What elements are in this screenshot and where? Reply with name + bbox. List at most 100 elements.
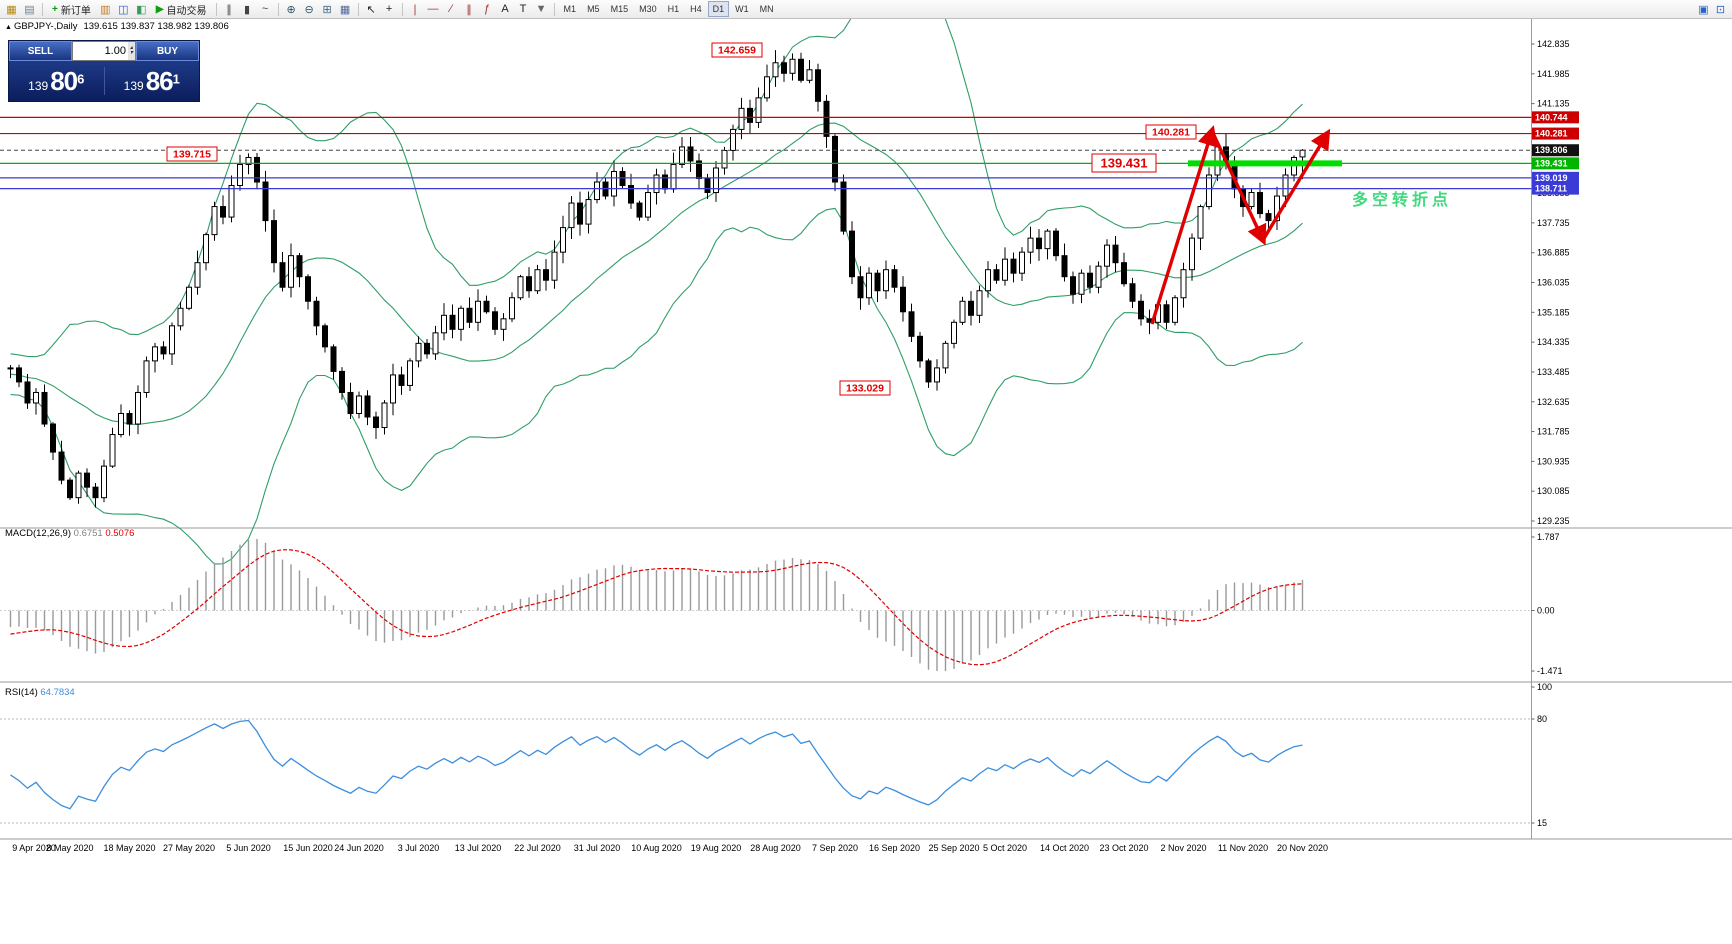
navigator-icon[interactable]: ◧	[136, 3, 147, 16]
svg-text:24 Jun 2020: 24 Jun 2020	[334, 843, 384, 853]
chart-ohlc-header: ▲ GBPJPY-,Daily 139.615 139.837 138.982 13…	[5, 21, 229, 32]
svg-text:139.431: 139.431	[1101, 156, 1148, 171]
bar-chart-icon[interactable]: ∥	[226, 3, 232, 16]
svg-text:139.806: 139.806	[1535, 145, 1568, 155]
timeframe-m5[interactable]: M5	[587, 4, 600, 14]
svg-text:140.281: 140.281	[1535, 129, 1568, 139]
svg-text:136.035: 136.035	[1537, 278, 1570, 288]
volume-down-icon[interactable]: ▾	[129, 50, 133, 56]
svg-text:27 May 2020: 27 May 2020	[163, 843, 215, 853]
svg-text:138.711: 138.711	[1535, 184, 1567, 194]
svg-text:140.281: 140.281	[1152, 127, 1190, 139]
volume-stepper[interactable]: ▴ ▾	[127, 42, 135, 60]
svg-text:137.735: 137.735	[1537, 218, 1570, 228]
svg-text:16 Sep 2020: 16 Sep 2020	[869, 843, 920, 853]
volume-input[interactable]: 1.00 ▴ ▾	[72, 41, 136, 61]
zoom-in-icon[interactable]: ⊕	[286, 3, 296, 16]
buy-button[interactable]: BUY	[136, 41, 199, 61]
crosshair-icon[interactable]: +	[385, 3, 393, 15]
svg-text:15 Jun 2020: 15 Jun 2020	[283, 843, 333, 853]
new-order-icon: +	[52, 3, 58, 15]
svg-text:11 Nov 2020: 11 Nov 2020	[1218, 843, 1268, 853]
profiles-icon[interactable]: ▤	[24, 3, 35, 16]
timeframe-h4[interactable]: H4	[690, 4, 702, 14]
trendline-icon[interactable]: ∕	[450, 3, 452, 15]
turning-point-note: 多空转折点	[1352, 190, 1452, 209]
new-order-button[interactable]: + 新订单	[52, 3, 91, 17]
svg-text:139.715: 139.715	[173, 149, 211, 161]
bb-lower	[10, 207, 1303, 565]
horizontal-levels	[0, 116, 1532, 190]
bollinger-bands	[10, 19, 1303, 565]
line-chart-icon[interactable]: ~	[261, 3, 269, 15]
horizontal-line-icon[interactable]: —	[427, 3, 439, 15]
svg-text:28 Aug 2020: 28 Aug 2020	[750, 843, 801, 853]
zoom-out-icon[interactable]: ⊖	[304, 3, 314, 16]
autotrading-button[interactable]: ▶ 自动交易	[155, 3, 207, 17]
text-icon[interactable]: A	[501, 3, 509, 15]
svg-text:20 Nov 2020: 20 Nov 2020	[1277, 843, 1328, 853]
new-chart-icon[interactable]: ▦	[6, 3, 17, 16]
svg-text:100: 100	[1537, 682, 1552, 692]
timeframe-m30[interactable]: M30	[639, 4, 657, 14]
shapes-dropdown-icon[interactable]: ▼	[535, 3, 547, 15]
price-callouts: 142.659 139.715 140.281 139.431 133.029	[166, 42, 1197, 396]
vertical-line-icon[interactable]: ∣	[412, 3, 418, 16]
timeframe-h1[interactable]: H1	[667, 4, 680, 14]
timeframe-m1[interactable]: M1	[563, 4, 577, 14]
svg-text:142.659: 142.659	[718, 45, 756, 57]
tile-windows-icon[interactable]: ⊞	[322, 3, 332, 16]
cursor-icon[interactable]: ↖	[366, 3, 376, 16]
svg-text:132.635: 132.635	[1537, 397, 1570, 407]
svg-text:22 Jul 2020: 22 Jul 2020	[514, 843, 561, 853]
svg-text:141.135: 141.135	[1537, 99, 1570, 109]
channel-icon[interactable]: ∥	[466, 3, 472, 16]
label-icon[interactable]: T	[519, 3, 527, 15]
full-chart-icon[interactable]: ⊡	[1715, 3, 1726, 16]
timeframe-w1[interactable]: W1	[735, 4, 749, 14]
svg-text:5 Jun 2020: 5 Jun 2020	[226, 843, 271, 853]
svg-text:5 Oct 2020: 5 Oct 2020	[983, 843, 1027, 853]
market-watch-icon[interactable]: ▥	[100, 3, 111, 16]
svg-text:130.085: 130.085	[1537, 486, 1570, 496]
price-divider	[103, 66, 105, 96]
svg-text:3 Jul 2020: 3 Jul 2020	[398, 843, 440, 853]
symbol-marker-icon: ▲	[5, 24, 12, 31]
svg-text:2 Nov 2020: 2 Nov 2020	[1160, 843, 1206, 853]
svg-text:9 Apr 2020: 9 Apr 2020	[12, 843, 56, 853]
svg-text:130.935: 130.935	[1537, 456, 1570, 466]
svg-text:7 Sep 2020: 7 Sep 2020	[812, 843, 858, 853]
toolbar-separator	[401, 2, 403, 16]
bb-middle	[10, 122, 1303, 425]
toolbar-separator	[215, 2, 217, 16]
ohlc-values: 139.615 139.837 138.982 139.806	[83, 21, 229, 32]
indicators-window-icon[interactable]: ▣	[1698, 3, 1709, 16]
svg-text:135.185: 135.185	[1537, 307, 1570, 317]
svg-text:8 May 2020: 8 May 2020	[46, 843, 93, 853]
arrange-windows-icon[interactable]: ▦	[339, 3, 351, 16]
svg-text:23 Oct 2020: 23 Oct 2020	[1099, 843, 1148, 853]
svg-text:80: 80	[1537, 714, 1547, 724]
macd-panel: MACD(12,26,9) 0.6751 0.5076 1.787 0.00 -1.4…	[0, 528, 1563, 676]
macd-signal-line	[10, 549, 1303, 666]
sell-price[interactable]: 139806	[28, 65, 85, 96]
svg-text:31 Jul 2020: 31 Jul 2020	[574, 843, 621, 853]
volume-up-icon[interactable]: ▴	[129, 45, 133, 51]
price-chart[interactable]: 142.659 139.715 140.281 139.431 133.029 多空转折点…	[0, 19, 1732, 944]
fibonacci-icon[interactable]: ƒ	[483, 3, 491, 15]
svg-text:15: 15	[1537, 818, 1547, 828]
data-window-icon[interactable]: ◫	[118, 3, 129, 16]
sell-button[interactable]: SELL	[9, 41, 72, 61]
candles-layer	[7, 50, 1306, 508]
svg-text:-1.471: -1.471	[1537, 666, 1563, 676]
timeframe-m15[interactable]: M15	[610, 4, 629, 14]
timeframe-d1[interactable]: D1	[707, 1, 730, 17]
timeframe-mn[interactable]: MN	[759, 4, 774, 14]
svg-text:1.787: 1.787	[1537, 532, 1560, 542]
candlestick-chart-icon[interactable]: ▮	[244, 3, 251, 16]
buy-price[interactable]: 139861	[123, 65, 180, 96]
svg-text:141.985: 141.985	[1537, 69, 1570, 79]
svg-text:133.485: 133.485	[1537, 367, 1570, 377]
